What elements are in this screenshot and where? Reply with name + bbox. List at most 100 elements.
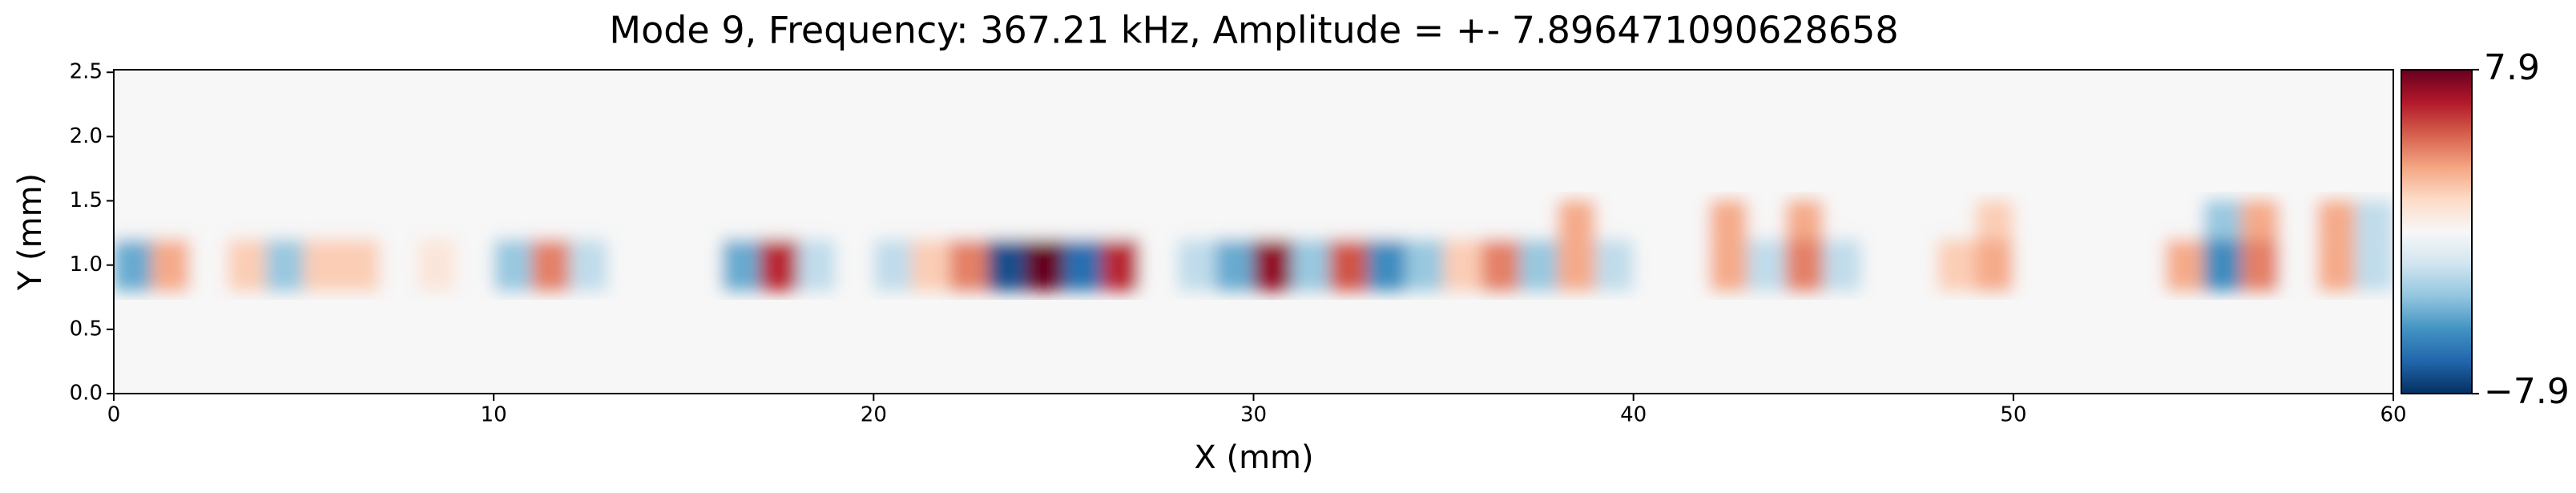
heatmap-cell [1519,239,1558,291]
heatmap-cell [1026,239,1064,291]
heatmap-cell [417,239,456,291]
x-tick-label: 30 [1240,403,1267,427]
heatmap-cell [531,239,570,291]
heatmap-cell [2051,200,2090,240]
heatmap-cell [1709,200,1748,240]
x-tick-label: 40 [1620,403,1647,427]
heatmap-cell [570,239,608,291]
heatmap-cell [2355,239,2393,291]
heatmap-cells [114,200,2393,291]
heatmap-cell [1671,200,1710,240]
heatmap-cell [265,200,304,240]
heatmap-cell [1633,239,1672,291]
heatmap-cell [1861,239,1900,291]
y-tick-label: 0.5 [70,317,103,341]
heatmap-cell [760,200,798,240]
y-tick-label: 2.0 [70,124,103,148]
heatmap-cell [1215,239,1254,291]
heatmap-cell [1823,239,1862,291]
heatmap-cell [2089,239,2128,291]
x-axis-label: X (mm) [1194,439,1313,476]
heatmap-cell [114,200,152,240]
heatmap-cell [1101,200,1140,240]
x-tick-label: 0 [107,403,121,427]
heatmap-cell [304,239,342,291]
heatmap-cell [607,200,646,240]
heatmap-cell [341,239,380,291]
heatmap-cell [1975,200,2014,240]
heatmap-cell [1747,239,1786,291]
heatmap-cell [2089,200,2128,240]
heatmap-cell [1367,200,1406,240]
heatmap-cell [1633,200,1672,240]
heatmap-cell [645,200,684,240]
heatmap-cell [1253,239,1292,291]
heatmap-cell [1937,239,1976,291]
heatmap-cell [2165,239,2203,291]
heatmap-cell [2317,239,2356,291]
heatmap-cell [189,239,228,291]
x-tick-label: 50 [2000,403,2026,427]
heatmap-cell [570,200,608,240]
heatmap-cell [2051,239,2090,291]
heatmap-cell [2317,200,2356,240]
heatmap-cell [873,239,912,291]
heatmap-cell [379,200,418,240]
heatmap-cell [1557,200,1596,240]
y-axis-label: Y (mm) [12,173,49,291]
heatmap-cell [2241,200,2280,240]
heatmap-cell [2203,239,2242,291]
heatmap-cell [1215,200,1254,240]
heatmap-cell [1139,239,1178,291]
heatmap-cell [379,239,418,291]
heatmap-cell [1482,200,1520,240]
heatmap-cell [189,200,228,240]
heatmap-cell [2355,200,2393,240]
colorbar-tick-label: 7.9 [2484,47,2540,88]
heatmap-cell [721,239,760,291]
heatmap-cell [1671,239,1710,291]
heatmap-cell [873,200,912,240]
heatmap-cell [949,200,988,240]
heatmap-cell [1101,239,1140,291]
heatmap-cell [987,239,1026,291]
heatmap-cell [455,200,494,240]
heatmap-cell [1253,200,1292,240]
heatmap-cell [1367,239,1406,291]
heatmap-cell [2165,200,2203,240]
heatmap-cell [1595,239,1634,291]
colorbar [2401,69,2473,394]
heatmap-cell [2279,239,2318,291]
heatmap-cell [683,239,722,291]
chart-title: Mode 9, Frequency: 367.21 kHz, Amplitude… [609,9,1898,52]
heatmap-cell [797,200,836,240]
heatmap-cell [797,239,836,291]
heatmap-cell [1405,200,1444,240]
heatmap-cell [1443,239,1482,291]
heatmap-cell [1519,200,1558,240]
heatmap-cell [1063,200,1102,240]
x-tick-label: 60 [2380,403,2406,427]
heatmap-cell [1785,200,1824,240]
heatmap-cell [531,200,570,240]
heatmap-cell [1443,200,1482,240]
heatmap-cell [494,200,532,240]
heatmap-cell [721,200,760,240]
heatmap-cell [1823,200,1862,240]
heatmap-cell [2127,200,2166,240]
heatmap-cell [1975,239,2014,291]
heatmap-cell [1747,200,1786,240]
heatmap-cell [1329,200,1368,240]
heatmap-cell [2279,200,2318,240]
heatmap-cell [1405,239,1444,291]
heatmap-cell [151,200,190,240]
y-tick-label: 0.0 [70,382,103,406]
heatmap-cell [645,239,684,291]
heatmap-cell [1177,200,1216,240]
heatmap-cell [1709,239,1748,291]
heatmap-cell [1177,239,1216,291]
y-tick-label: 1.0 [70,253,103,277]
heatmap-cell [417,200,456,240]
heatmap-cell [1595,200,1634,240]
